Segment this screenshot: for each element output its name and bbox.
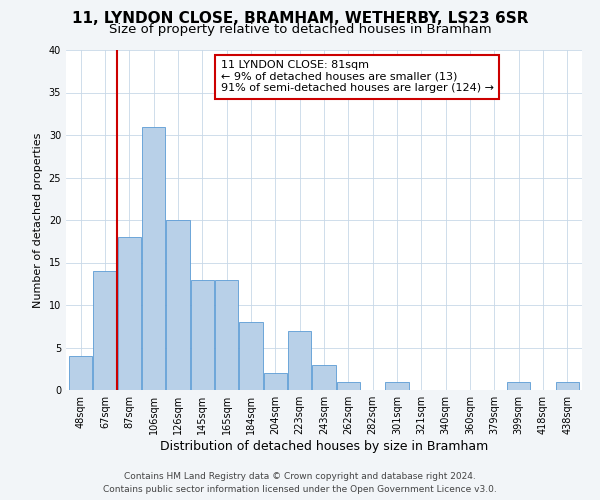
Bar — [215, 280, 238, 390]
Text: 11, LYNDON CLOSE, BRAMHAM, WETHERBY, LS23 6SR: 11, LYNDON CLOSE, BRAMHAM, WETHERBY, LS2… — [72, 11, 528, 26]
Text: Contains HM Land Registry data © Crown copyright and database right 2024.
Contai: Contains HM Land Registry data © Crown c… — [103, 472, 497, 494]
Bar — [94, 271, 116, 390]
Bar — [313, 364, 335, 390]
Bar — [239, 322, 263, 390]
Bar — [385, 382, 409, 390]
Text: 11 LYNDON CLOSE: 81sqm
← 9% of detached houses are smaller (13)
91% of semi-deta: 11 LYNDON CLOSE: 81sqm ← 9% of detached … — [221, 60, 494, 94]
Bar — [69, 356, 92, 390]
Y-axis label: Number of detached properties: Number of detached properties — [33, 132, 43, 308]
X-axis label: Distribution of detached houses by size in Bramham: Distribution of detached houses by size … — [160, 440, 488, 453]
Bar — [142, 126, 165, 390]
Bar — [556, 382, 579, 390]
Bar — [118, 237, 141, 390]
Bar — [191, 280, 214, 390]
Bar — [166, 220, 190, 390]
Text: Size of property relative to detached houses in Bramham: Size of property relative to detached ho… — [109, 22, 491, 36]
Bar — [507, 382, 530, 390]
Bar — [264, 373, 287, 390]
Bar — [288, 330, 311, 390]
Bar — [337, 382, 360, 390]
